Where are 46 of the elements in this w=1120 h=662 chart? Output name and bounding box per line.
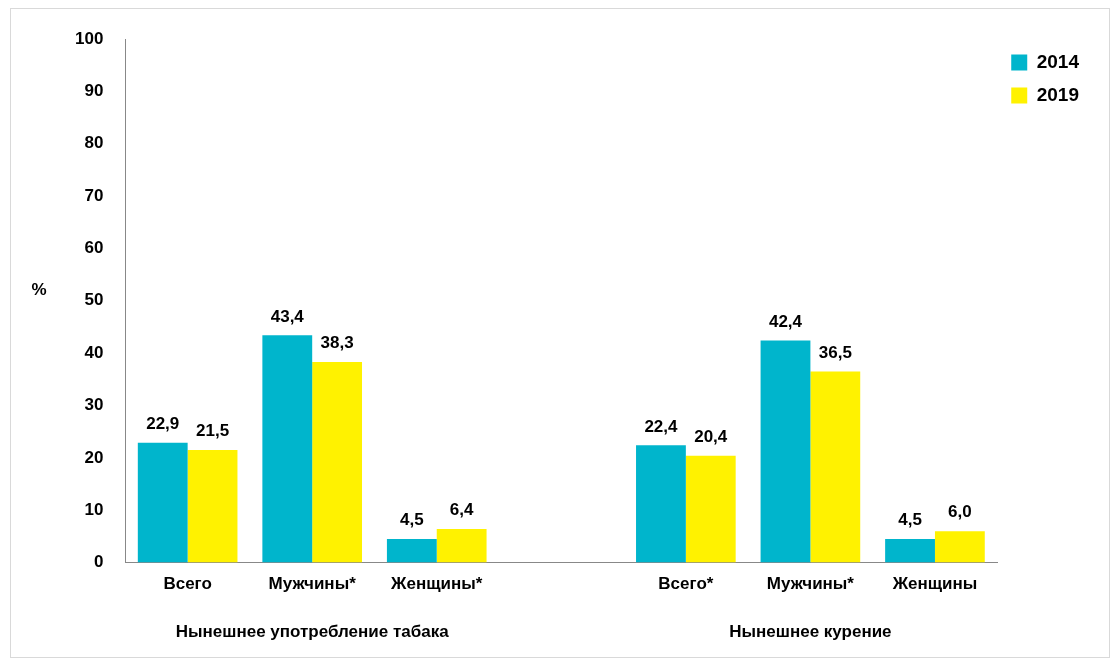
x-tick-label: Мужчины* <box>268 574 357 594</box>
y-tick-label: 70 <box>84 185 104 205</box>
y-tick-label: 0 <box>93 552 104 572</box>
bar <box>262 335 313 563</box>
bar <box>885 539 935 563</box>
bar <box>187 450 238 563</box>
y-tick-label: 60 <box>84 238 104 258</box>
data-label: 22,9 <box>146 413 180 433</box>
x-tick-label: Всего <box>163 574 212 594</box>
y-tick-label: 80 <box>84 133 104 153</box>
data-label: 43,4 <box>270 306 305 326</box>
bar <box>810 371 861 563</box>
bar <box>685 455 736 563</box>
data-label: 6,4 <box>449 500 475 520</box>
data-label: 38,3 <box>320 333 354 353</box>
x-tick-label: Всего* <box>658 574 714 594</box>
x-tick-label: Мужчины* <box>766 574 855 594</box>
data-label: 6,0 <box>948 502 972 522</box>
legend-label: 2019 <box>1036 83 1080 105</box>
data-label: 42,4 <box>768 311 803 331</box>
y-tick-label: 10 <box>84 499 104 519</box>
bar <box>386 539 437 563</box>
x-tick-label: Женщины <box>891 574 978 594</box>
data-label: 36,5 <box>818 342 852 362</box>
y-tick-label: 30 <box>84 395 104 415</box>
bar <box>934 531 985 563</box>
legend-label: 2014 <box>1036 50 1080 72</box>
y-tick-label: 100 <box>74 28 104 48</box>
x-tick-label: Женщины* <box>390 574 483 594</box>
text: Нынешнее употребление табака <box>175 622 450 642</box>
bar <box>760 340 811 563</box>
data-label: 21,5 <box>196 421 230 441</box>
data-label: 4,5 <box>898 510 922 530</box>
y-tick-label: 20 <box>84 447 104 467</box>
data-label: 20,4 <box>694 426 728 446</box>
bar <box>636 445 686 563</box>
y-tick-label: 90 <box>84 81 104 101</box>
y-tick-label: 50 <box>84 290 104 310</box>
bar <box>436 529 487 563</box>
y-tick-label: 40 <box>84 342 104 362</box>
data-label: 4,5 <box>400 510 424 530</box>
text: Нынешнее курение <box>729 622 892 642</box>
bar <box>137 442 188 563</box>
y-axis-title: % <box>31 280 47 300</box>
data-label: 22,4 <box>644 416 679 436</box>
bar <box>312 362 363 563</box>
